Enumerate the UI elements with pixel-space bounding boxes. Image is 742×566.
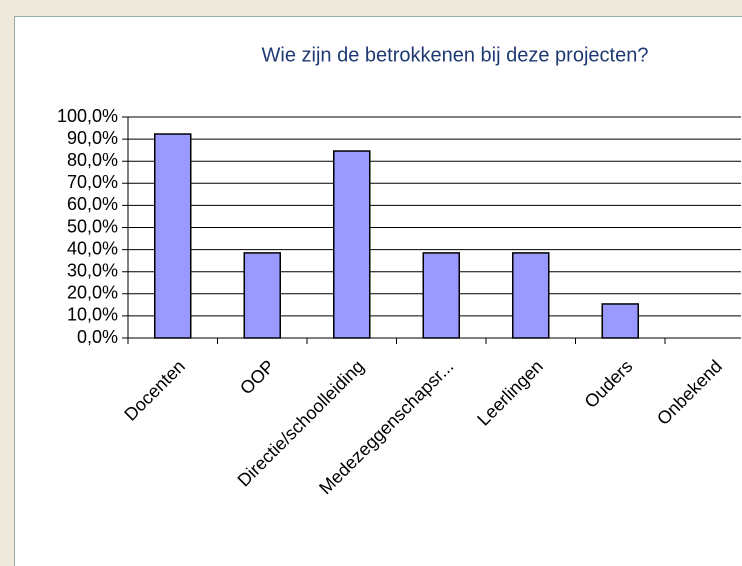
y-tick-label: 0,0% <box>77 327 118 347</box>
bar <box>512 252 550 339</box>
y-tick-label: 100,0% <box>57 106 118 126</box>
y-tick-label: 80,0% <box>67 150 118 170</box>
y-tick-label: 30,0% <box>67 260 118 280</box>
y-tick-label: 90,0% <box>67 128 118 148</box>
y-tick-label: 50,0% <box>67 216 118 236</box>
bar <box>154 133 192 339</box>
bar <box>243 252 281 339</box>
y-tick-label: 10,0% <box>67 305 118 325</box>
bar <box>601 303 639 339</box>
y-tick-label: 20,0% <box>67 283 118 303</box>
y-tick-label: 60,0% <box>67 194 118 214</box>
chart-panel <box>14 16 742 566</box>
y-tick-label: 70,0% <box>67 172 118 192</box>
y-tick-label: 40,0% <box>67 238 118 258</box>
bar <box>422 252 460 339</box>
chart-title: Wie zijn de betrokkenen bij deze project… <box>262 44 649 66</box>
bar <box>333 150 371 339</box>
